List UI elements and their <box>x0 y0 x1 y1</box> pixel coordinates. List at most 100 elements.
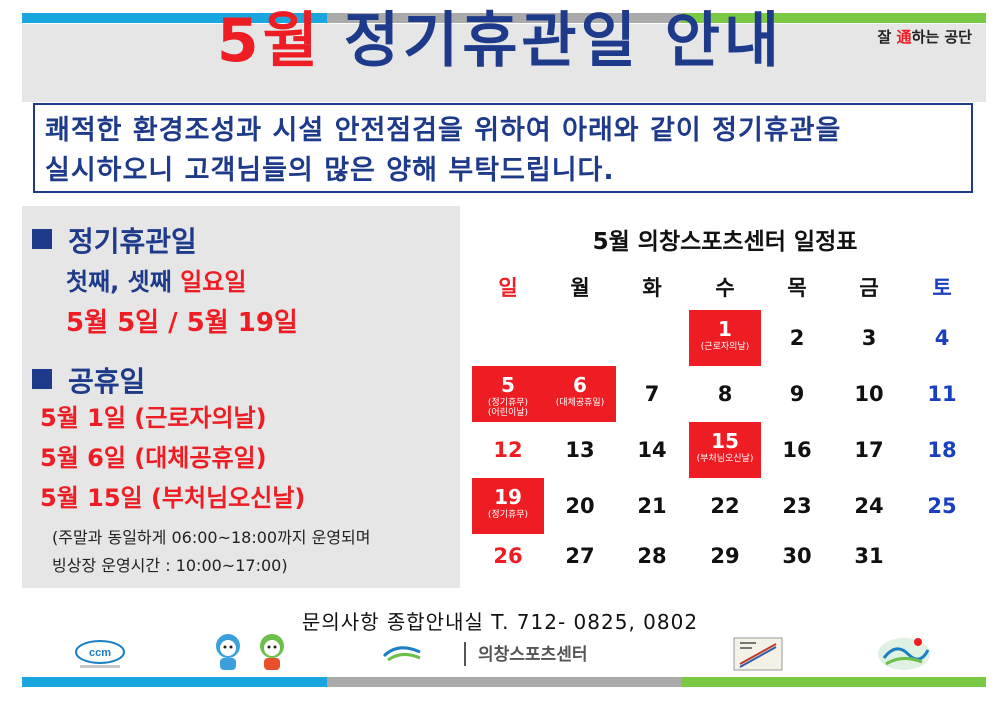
calendar-day: 14 <box>616 422 688 478</box>
notice-box: 쾌적한 환경조성과 시설 안전점검을 위하여 아래와 같이 정기휴관을 실시하오… <box>33 103 973 193</box>
bottom-color-stripe <box>22 677 986 687</box>
mascot-icon <box>216 634 284 670</box>
calendar-day: 22 <box>689 478 761 534</box>
day-number: 17 <box>854 438 884 462</box>
closure-heading-text: 정기휴관일 <box>68 225 197 258</box>
calendar-day: 24 <box>833 478 905 534</box>
day-number: 13 <box>565 438 595 462</box>
day-number: 21 <box>637 494 667 518</box>
day-number: 14 <box>637 438 667 462</box>
calendar-day: 4 <box>906 310 978 366</box>
day-number: 7 <box>644 382 660 406</box>
calendar-day: 12 <box>472 422 544 478</box>
calendar-day: 17 <box>833 422 905 478</box>
holiday-note: (근로자의날) <box>700 342 750 352</box>
calendar-day: 9 <box>761 366 833 422</box>
contact-info: 문의사항 종합안내실 T. 712- 0825, 0802 <box>301 610 699 634</box>
sports-center-name: 의창스포츠센터 <box>478 645 587 664</box>
closure-dates: 5월 5일 / 5월 19일 <box>66 308 298 338</box>
day-number: 29 <box>710 544 740 568</box>
square-bullet-icon <box>32 369 52 389</box>
day-number: 27 <box>565 544 595 568</box>
square-bullet-icon <box>32 229 52 249</box>
holiday-heading-text: 공휴일 <box>68 365 146 398</box>
title-text: 정기휴관일 안내 <box>343 6 784 76</box>
page-title: 5월 정기휴관일 안내 <box>0 6 1000 76</box>
holiday-note: (정기휴무) <box>487 510 529 520</box>
calendar-day: 15 (부처님오신날) <box>689 422 761 478</box>
holiday-note: (어린이날) <box>487 408 529 418</box>
day-number: 22 <box>710 494 740 518</box>
weekday-header: 금 <box>859 276 879 300</box>
holiday-item-1: 5월 1일 (근로자의날) <box>40 404 267 432</box>
notice-line-2: 실시하오니 고객님들의 많은 양해 부탁드립니다. <box>45 155 615 186</box>
calendar-day: 8 <box>689 366 761 422</box>
weekday-header: 일 <box>498 276 518 300</box>
day-number: 4 <box>934 326 950 350</box>
calendar-day: 7 <box>616 366 688 422</box>
day-number: 16 <box>782 438 812 462</box>
calendar-day: 28 <box>616 528 688 584</box>
calendar-day: 2 <box>761 310 833 366</box>
closure-heading: 정기휴관일 <box>32 220 197 260</box>
calendar-day: 1 (근로자의날) <box>689 310 761 366</box>
flag-emblem-icon <box>733 637 783 671</box>
closure-rule-text: 첫째, 셋째 <box>66 268 181 296</box>
day-number: 18 <box>927 438 957 462</box>
calendar-day: 11 <box>906 366 978 422</box>
day-number: 24 <box>854 494 884 518</box>
operating-note-2: 빙상장 운영시간 : 10:00~17:00) <box>52 556 288 575</box>
calendar-day: 20 <box>544 478 616 534</box>
calendar-day: 6 (대체공휴일) <box>544 366 616 422</box>
holiday-note: (대체공휴일) <box>555 398 605 408</box>
day-number: 12 <box>493 438 523 462</box>
calendar-day: 5 (정기휴무) (어린이날) <box>472 366 544 422</box>
info-panel: 정기휴관일 첫째, 셋째 일요일 5월 5일 / 5월 19일 공휴일 5월 1… <box>22 206 460 588</box>
calendar-title: 5월 의창스포츠센터 일정표 <box>592 229 858 255</box>
calendar-day: 26 <box>472 528 544 584</box>
day-number: 9 <box>789 382 805 406</box>
calendar-day: 30 <box>761 528 833 584</box>
weekday-header: 화 <box>642 276 662 300</box>
holiday-item-2: 5월 6일 (대체공휴일) <box>40 444 267 472</box>
day-number: 5 <box>501 373 515 397</box>
day-number: 25 <box>927 494 957 518</box>
title-band <box>22 24 986 102</box>
ccm-logo-text: ccm <box>89 647 111 659</box>
city-logo-icon <box>878 638 930 670</box>
day-number: 20 <box>565 494 595 518</box>
calendar-day: 19 (정기휴무) <box>472 478 544 534</box>
top-color-stripe <box>22 13 986 23</box>
weekday-header: 월 <box>570 276 590 300</box>
holiday-note: (부처님오신날) <box>696 454 754 464</box>
weekday-header: 수 <box>715 276 735 300</box>
slogan-pre: 잘 <box>877 28 897 46</box>
holiday-item-3: 5월 15일 (부처님오신날) <box>40 484 306 512</box>
weekday-header: 목 <box>787 276 807 300</box>
holiday-heading: 공휴일 <box>32 360 145 400</box>
day-number: 23 <box>782 494 812 518</box>
calendar-day: 13 <box>544 422 616 478</box>
day-number: 2 <box>789 326 805 350</box>
calendar-day: 25 <box>906 478 978 534</box>
closure-rule: 첫째, 셋째 일요일 <box>66 262 246 297</box>
title-month: 5월 <box>216 6 322 76</box>
calendar-day: 10 <box>833 366 905 422</box>
day-number: 6 <box>573 373 587 397</box>
day-number: 19 <box>494 485 522 509</box>
day-number: 15 <box>711 429 739 453</box>
calendar-day: 23 <box>761 478 833 534</box>
day-number: 28 <box>637 544 667 568</box>
slogan-post: 하는 공단 <box>911 28 972 46</box>
slogan: 잘 通하는 공단 <box>878 26 972 47</box>
calendar-day: 16 <box>761 422 833 478</box>
calendar-day: 3 <box>833 310 905 366</box>
calendar-day: 27 <box>544 528 616 584</box>
day-number: 31 <box>854 544 884 568</box>
operating-note-1: (주말과 동일하게 06:00~18:00까지 운영되며 <box>52 528 371 547</box>
day-number: 30 <box>782 544 812 568</box>
day-number: 11 <box>927 382 957 406</box>
day-number: 10 <box>854 382 884 406</box>
slogan-highlight: 通 <box>896 28 912 46</box>
weekday-header: 토 <box>932 276 952 300</box>
